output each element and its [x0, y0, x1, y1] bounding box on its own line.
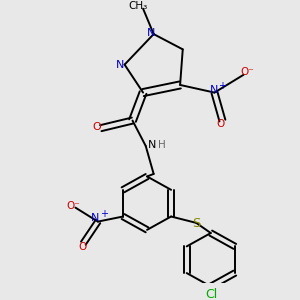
Text: O: O [78, 242, 86, 252]
Text: N: N [210, 85, 219, 95]
Text: O⁻: O⁻ [66, 201, 80, 211]
Text: S: S [193, 218, 201, 230]
Text: N: N [146, 28, 155, 38]
Text: CH₃: CH₃ [128, 1, 148, 11]
Text: N: N [91, 213, 100, 223]
Text: Cl: Cl [205, 288, 218, 300]
Text: +: + [100, 209, 108, 220]
Text: O: O [217, 119, 225, 129]
Text: +: + [218, 82, 226, 92]
Text: O⁻: O⁻ [241, 67, 254, 77]
Text: N: N [148, 140, 156, 150]
Text: O: O [93, 122, 102, 132]
Text: N: N [116, 60, 124, 70]
Text: H: H [158, 140, 166, 150]
